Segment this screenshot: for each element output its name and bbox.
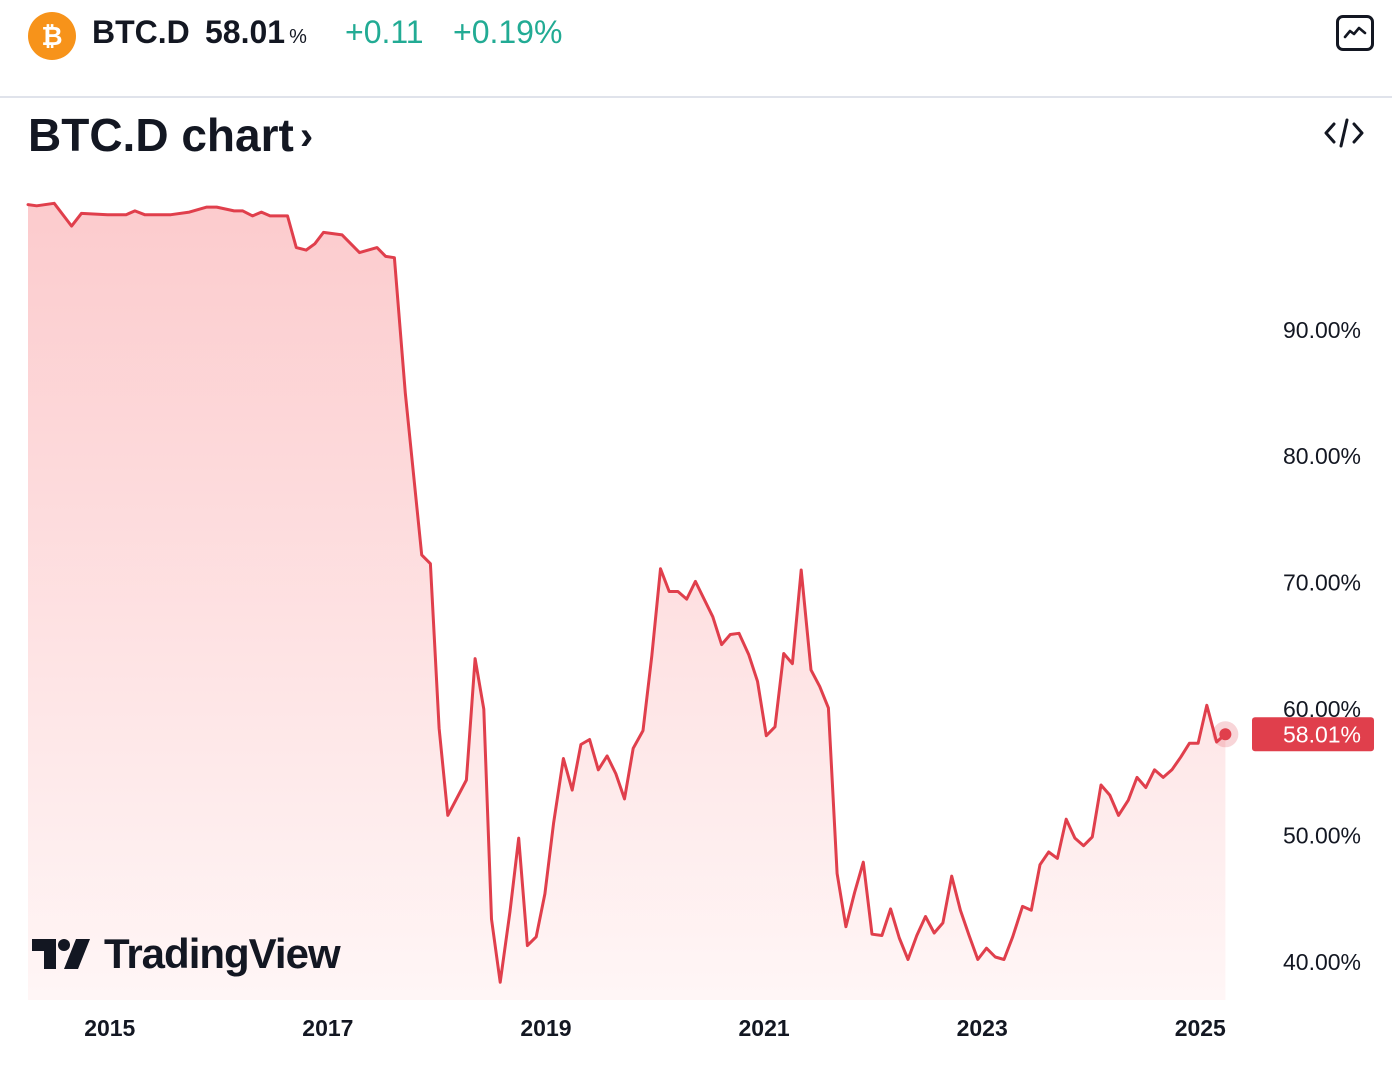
embed-code-button[interactable] <box>1320 112 1368 154</box>
price-value: 58.01 <box>205 14 286 50</box>
x-tick-label: 2023 <box>957 1015 1008 1041</box>
x-tick-label: 2015 <box>84 1015 135 1041</box>
bitcoin-glyph: ₿ <box>41 20 63 51</box>
y-tick-label: 80.00% <box>1283 443 1361 469</box>
current-price: 58.01% <box>205 14 307 51</box>
ticker-symbol[interactable]: BTC.D <box>92 14 190 50</box>
line-chart-button[interactable] <box>1336 15 1374 51</box>
code-icon <box>1324 118 1364 148</box>
chart-title-link[interactable]: BTC.D chart › <box>28 108 313 162</box>
series-line <box>26 201 1227 984</box>
y-tick-label: 90.00% <box>1283 317 1361 343</box>
line-chart-icon <box>1343 26 1367 39</box>
x-tick-label: 2025 <box>1175 1015 1226 1041</box>
x-axis: 2015 2017 2019 2021 2023 2025 <box>84 1015 1226 1041</box>
y-tick-label: 40.00% <box>1283 949 1361 975</box>
y-axis: 90.00%80.00%70.00%60.00%50.00%40.00% <box>1283 317 1361 975</box>
x-tick-label: 2021 <box>739 1015 790 1041</box>
tradingview-wordmark: TradingView <box>104 930 341 977</box>
price-change-percent: +0.19% <box>453 14 563 50</box>
y-tick-label: 70.00% <box>1283 570 1361 596</box>
last-point-marker <box>1212 721 1239 748</box>
y-tick-label: 50.00% <box>1283 823 1361 849</box>
bitcoin-icon: ₿ <box>28 12 76 60</box>
last-price-tag-bg <box>1252 717 1374 752</box>
x-tick-label: 2019 <box>520 1015 571 1041</box>
last-point-dot <box>1219 728 1232 741</box>
price-unit: % <box>289 26 307 48</box>
symbol-header: ₿ BTC.D 58.01% +0.11 +0.19% <box>0 0 1392 98</box>
x-tick-label: 2017 <box>302 1015 353 1041</box>
last-price-tag: 58.01% <box>1252 717 1374 752</box>
area-fill <box>28 203 1226 1001</box>
tradingview-logo[interactable]: TradingView <box>30 930 341 978</box>
chart-title: BTC.D chart <box>28 109 294 161</box>
tradingview-logo-icon <box>32 939 90 969</box>
chevron-right-icon: › <box>299 113 314 158</box>
last-price-label: 58.01% <box>1283 721 1361 747</box>
price-change: +0.11 <box>345 14 424 50</box>
